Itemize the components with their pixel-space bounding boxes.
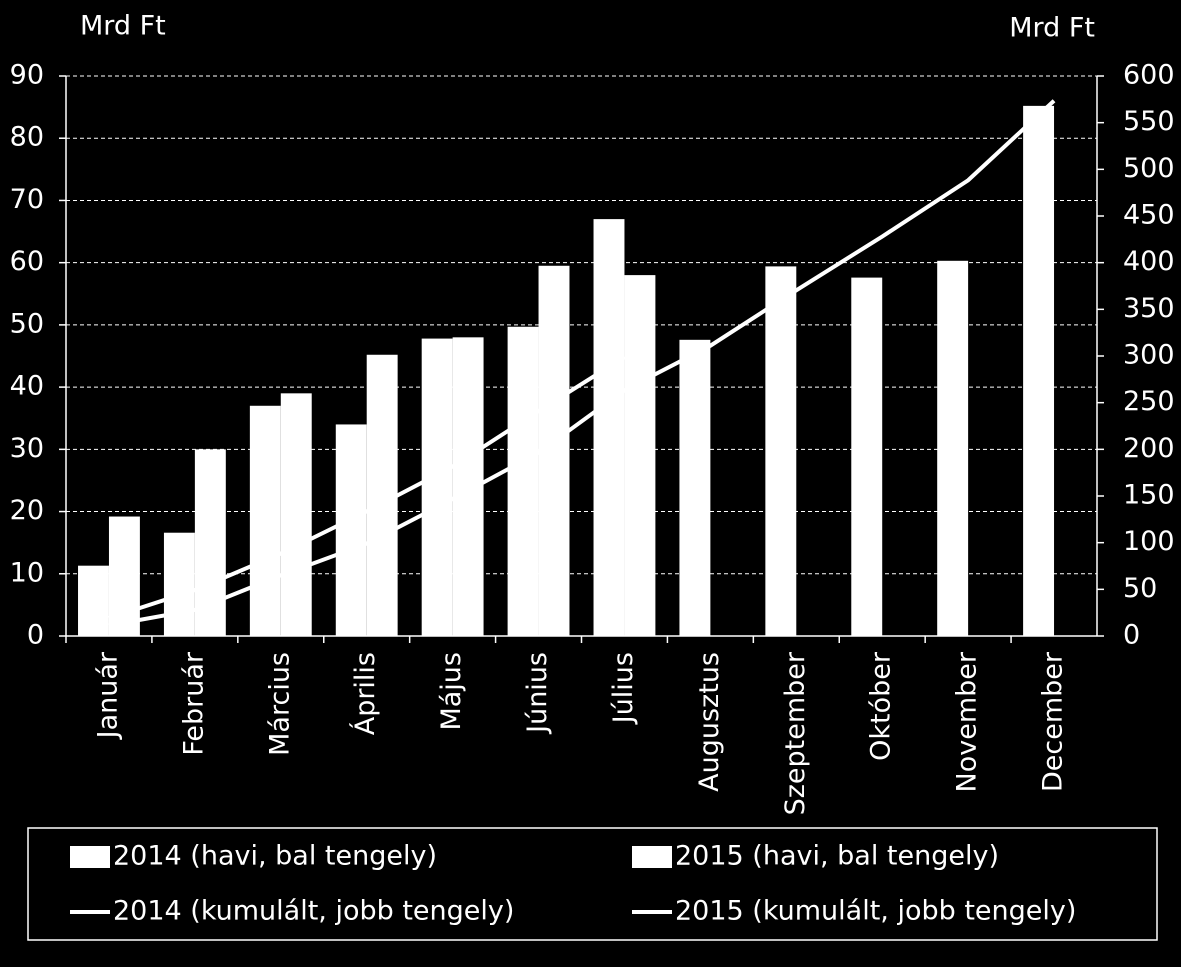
legend-swatch bbox=[70, 846, 110, 868]
y-tick-label: 0 bbox=[27, 620, 44, 651]
y2-tick-label: 250 bbox=[1123, 386, 1175, 417]
bar bbox=[624, 275, 656, 636]
y2-tick-label: 550 bbox=[1123, 106, 1175, 137]
x-tick-label: Június bbox=[522, 652, 553, 735]
y-tick-label: 20 bbox=[10, 495, 44, 526]
y-tick-label: 60 bbox=[10, 246, 44, 277]
y2-tick-label: 450 bbox=[1123, 200, 1175, 231]
y-tick-label: 30 bbox=[10, 433, 44, 464]
bar bbox=[679, 339, 711, 636]
y-tick-label: 40 bbox=[10, 371, 44, 402]
y-tick-label: 90 bbox=[10, 60, 44, 91]
y-tick-label: 70 bbox=[10, 184, 44, 215]
y-axis-label: Mrd Ft bbox=[80, 11, 166, 42]
bar bbox=[851, 277, 883, 636]
x-tick-label: Március bbox=[264, 652, 295, 756]
x-tick-label: Július bbox=[608, 652, 639, 725]
y-tick-label: 50 bbox=[10, 308, 44, 339]
line bbox=[108, 99, 1056, 628]
y2-tick-label: 500 bbox=[1123, 153, 1175, 184]
bar bbox=[421, 338, 453, 636]
bar bbox=[765, 266, 797, 636]
bar bbox=[593, 219, 625, 636]
x-tick-label: Október bbox=[866, 651, 897, 761]
y2-tick-label: 0 bbox=[1123, 620, 1140, 651]
bar bbox=[78, 565, 109, 636]
legend-label: 2015 (havi, bal tengely) bbox=[675, 841, 999, 872]
bar bbox=[366, 354, 398, 636]
bar bbox=[335, 424, 367, 636]
x-tick-label: November bbox=[952, 651, 983, 792]
bar bbox=[1023, 105, 1055, 636]
legend-swatch bbox=[632, 846, 672, 868]
legend-label: 2014 (kumulált, jobb tengely) bbox=[113, 896, 514, 927]
x-tick-label: Május bbox=[436, 652, 467, 731]
x-tick-label: Január bbox=[92, 651, 123, 740]
y2-axis-label: Mrd Ft bbox=[1009, 13, 1095, 44]
y2-tick-label: 100 bbox=[1123, 526, 1175, 557]
x-tick-label: December bbox=[1038, 651, 1069, 792]
bar bbox=[280, 393, 312, 636]
x-tick-label: Szeptember bbox=[780, 651, 811, 815]
bar bbox=[507, 326, 539, 636]
legend-box bbox=[27, 827, 1158, 941]
bar bbox=[249, 405, 281, 636]
x-tick-label: Február bbox=[178, 651, 209, 756]
y2-tick-label: 200 bbox=[1123, 433, 1175, 464]
x-tick-label: Augusztus bbox=[694, 652, 725, 792]
line bbox=[108, 355, 626, 620]
y-tick-label: 80 bbox=[10, 122, 44, 153]
y2-tick-label: 600 bbox=[1123, 60, 1175, 91]
y2-tick-label: 300 bbox=[1123, 340, 1175, 371]
y2-tick-label: 400 bbox=[1123, 246, 1175, 277]
x-tick-label: Április bbox=[349, 652, 381, 735]
legend-label: 2015 (kumulált, jobb tengely) bbox=[675, 896, 1076, 927]
legend-label: 2014 (havi, bal tengely) bbox=[113, 841, 437, 872]
y2-tick-label: 350 bbox=[1123, 293, 1175, 324]
y2-tick-label: 50 bbox=[1123, 573, 1157, 604]
bar bbox=[163, 532, 195, 636]
y-tick-label: 10 bbox=[10, 557, 44, 588]
y2-tick-label: 150 bbox=[1123, 480, 1175, 511]
bar bbox=[937, 260, 969, 636]
